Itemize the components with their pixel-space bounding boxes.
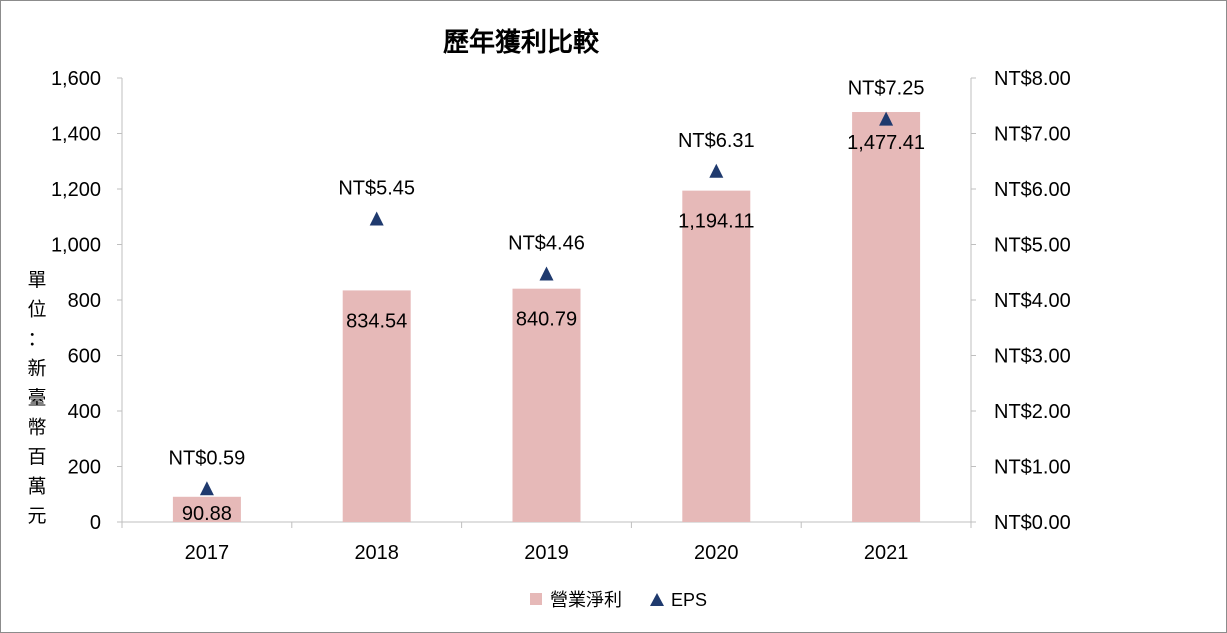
right-tick-label: NT$1.00 xyxy=(994,457,1071,479)
bar xyxy=(682,190,751,523)
chart-title: 歷年獲利比較 xyxy=(443,27,600,57)
bar-value-label: 1,194.11 xyxy=(678,211,754,233)
x-tick-label: 2017 xyxy=(185,542,230,564)
eps-value-label: NT$7.25 xyxy=(848,78,925,100)
bar xyxy=(512,288,581,522)
right-tick-label: NT$2.00 xyxy=(994,401,1071,423)
y-axis-label: 單位：新臺幣百萬元 xyxy=(27,270,46,527)
bar-value-label: 840.79 xyxy=(516,309,577,331)
eps-value-label: NT$5.45 xyxy=(338,178,415,200)
legend-label-eps: EPS xyxy=(671,590,707,610)
eps-marker xyxy=(879,111,894,126)
left-tick-label: 800 xyxy=(68,290,101,312)
eps-marker xyxy=(369,211,384,226)
left-tick-label: 200 xyxy=(68,457,101,479)
left-tick-label: 400 xyxy=(68,401,101,423)
right-tick-label: NT$7.00 xyxy=(994,124,1071,146)
plot-area: 0 200 400 600 800 1,000 1,200 1,400 1,600 NT$0.00… xyxy=(27,68,1070,564)
eps-marker xyxy=(539,266,554,281)
bar xyxy=(342,290,411,522)
left-tick-label: 600 xyxy=(68,346,101,368)
eps-value-label: NT$0.59 xyxy=(169,447,246,469)
x-tick-label: 2019 xyxy=(524,542,569,564)
bar xyxy=(852,112,921,522)
bar xyxy=(172,496,241,522)
left-tick-label: 1,600 xyxy=(51,68,101,90)
right-tick-label: NT$0.00 xyxy=(994,512,1071,534)
eps-marker xyxy=(199,481,214,496)
left-tick-label: 1,000 xyxy=(51,235,101,257)
legend-label-bar: 營業淨利 xyxy=(550,590,622,610)
right-tick-label: NT$3.00 xyxy=(994,346,1071,368)
x-tick-label: 2021 xyxy=(864,542,909,564)
bar-value-label: 90.88 xyxy=(182,503,232,525)
left-tick-label: 1,400 xyxy=(51,124,101,146)
x-tick-label: 2020 xyxy=(694,542,739,564)
eps-value-label: NT$6.31 xyxy=(678,130,755,152)
legend: 營業淨利 EPS xyxy=(530,590,707,610)
x-tick-label: 2018 xyxy=(354,542,399,564)
left-tick-label: 0 xyxy=(90,512,101,534)
eps-value-label: NT$4.46 xyxy=(508,232,585,254)
bar-value-label: 1,477.41 xyxy=(847,132,925,154)
eps-marker xyxy=(709,163,724,178)
right-tick-label: NT$8.00 xyxy=(994,68,1071,90)
bar-value-label: 834.54 xyxy=(346,310,407,332)
right-tick-label: NT$4.00 xyxy=(994,290,1071,312)
legend-swatch-bar xyxy=(530,593,542,605)
left-tick-label: 1,200 xyxy=(51,179,101,201)
right-tick-label: NT$5.00 xyxy=(994,235,1071,257)
right-tick-label: NT$6.00 xyxy=(994,179,1071,201)
legend-swatch-eps xyxy=(650,593,664,606)
